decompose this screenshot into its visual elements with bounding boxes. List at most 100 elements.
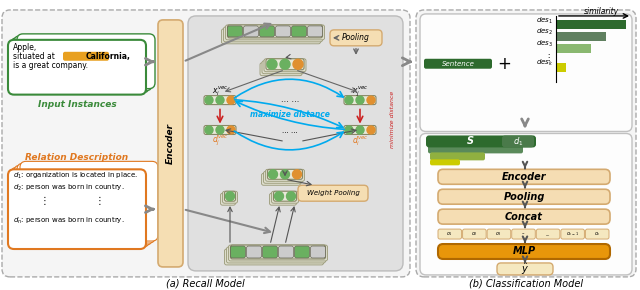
Circle shape [227, 126, 235, 134]
FancyBboxPatch shape [228, 245, 328, 261]
Text: maximize distance: maximize distance [250, 110, 330, 119]
Text: +: + [497, 55, 511, 73]
Circle shape [345, 96, 353, 104]
FancyBboxPatch shape [227, 25, 323, 38]
FancyBboxPatch shape [266, 169, 305, 181]
Text: $o_3$: $o_3$ [495, 230, 502, 238]
Text: MLP: MLP [513, 246, 536, 256]
Bar [556, 63, 566, 72]
FancyBboxPatch shape [225, 25, 324, 40]
FancyBboxPatch shape [428, 144, 523, 153]
Text: $d_i^{vec}$: $d_i^{vec}$ [351, 135, 369, 148]
FancyBboxPatch shape [430, 152, 485, 160]
FancyBboxPatch shape [259, 26, 275, 37]
Text: ... ...: ... ... [281, 95, 299, 104]
FancyBboxPatch shape [204, 126, 236, 135]
FancyBboxPatch shape [438, 189, 610, 204]
Text: similarity: similarity [584, 8, 619, 17]
FancyBboxPatch shape [14, 165, 152, 245]
Circle shape [205, 126, 213, 134]
Text: $o_k$: $o_k$ [594, 230, 601, 238]
FancyBboxPatch shape [8, 40, 146, 95]
FancyBboxPatch shape [246, 246, 262, 258]
Circle shape [280, 170, 289, 179]
FancyBboxPatch shape [225, 191, 236, 201]
Text: Weight Pooling: Weight Pooling [307, 190, 360, 196]
Text: Pooling: Pooling [503, 192, 545, 202]
FancyBboxPatch shape [223, 27, 323, 42]
FancyBboxPatch shape [230, 246, 246, 258]
Circle shape [275, 192, 284, 201]
FancyBboxPatch shape [264, 171, 303, 183]
Text: Apple,: Apple, [13, 43, 37, 52]
Circle shape [356, 96, 364, 104]
FancyBboxPatch shape [430, 160, 460, 165]
FancyBboxPatch shape [262, 61, 304, 74]
FancyBboxPatch shape [230, 245, 326, 259]
Text: $d_n$: person was born in country.: $d_n$: person was born in country. [13, 216, 125, 226]
FancyBboxPatch shape [271, 191, 298, 203]
FancyBboxPatch shape [221, 29, 321, 44]
FancyBboxPatch shape [330, 30, 382, 46]
FancyBboxPatch shape [17, 163, 155, 243]
FancyBboxPatch shape [420, 14, 632, 131]
Text: ⋮: ⋮ [95, 196, 105, 206]
FancyBboxPatch shape [438, 244, 610, 259]
Text: $d_j^{vec}$: $d_j^{vec}$ [212, 134, 228, 148]
Circle shape [227, 96, 235, 104]
Text: Relation Description: Relation Description [26, 153, 129, 162]
Text: $o_{k-1}$: $o_{k-1}$ [566, 230, 579, 238]
FancyBboxPatch shape [243, 26, 259, 37]
FancyBboxPatch shape [204, 96, 236, 105]
FancyBboxPatch shape [463, 229, 486, 239]
Text: is a great company.: is a great company. [13, 61, 88, 70]
Text: (b) Classification Model: (b) Classification Model [469, 279, 583, 289]
Circle shape [287, 192, 296, 201]
FancyBboxPatch shape [188, 16, 403, 271]
Circle shape [225, 192, 234, 201]
FancyBboxPatch shape [11, 167, 149, 247]
FancyBboxPatch shape [8, 169, 146, 249]
Text: ... ...: ... ... [282, 128, 298, 135]
Circle shape [280, 59, 290, 69]
FancyBboxPatch shape [63, 52, 109, 61]
FancyBboxPatch shape [262, 173, 301, 185]
Bar [556, 32, 606, 41]
Text: Pooling: Pooling [342, 33, 370, 42]
Text: --: -- [522, 232, 525, 237]
FancyBboxPatch shape [561, 229, 584, 239]
FancyBboxPatch shape [20, 161, 158, 241]
Circle shape [367, 126, 375, 134]
FancyBboxPatch shape [268, 169, 303, 179]
Text: $o_1$: $o_1$ [446, 230, 453, 238]
FancyBboxPatch shape [307, 26, 323, 37]
FancyBboxPatch shape [278, 246, 294, 258]
Text: $des_k$: $des_k$ [536, 58, 553, 68]
FancyBboxPatch shape [269, 193, 296, 205]
Circle shape [293, 59, 303, 69]
FancyBboxPatch shape [225, 249, 323, 265]
Circle shape [216, 96, 224, 104]
FancyBboxPatch shape [264, 59, 306, 72]
FancyBboxPatch shape [438, 209, 610, 224]
FancyBboxPatch shape [420, 133, 632, 275]
FancyBboxPatch shape [291, 26, 307, 37]
FancyBboxPatch shape [266, 59, 304, 70]
FancyBboxPatch shape [273, 191, 296, 201]
Text: ⋮: ⋮ [545, 53, 553, 62]
Text: $x_j^{vec}$: $x_j^{vec}$ [352, 85, 368, 99]
Text: Encoder: Encoder [502, 172, 547, 182]
FancyBboxPatch shape [298, 185, 368, 201]
FancyBboxPatch shape [424, 59, 492, 69]
FancyBboxPatch shape [438, 229, 461, 239]
Circle shape [356, 126, 364, 134]
Text: $des_1$: $des_1$ [536, 15, 553, 26]
Text: $des_2$: $des_2$ [536, 27, 553, 37]
FancyBboxPatch shape [227, 247, 326, 263]
Text: $o_2$: $o_2$ [471, 230, 477, 238]
FancyBboxPatch shape [487, 229, 511, 239]
FancyBboxPatch shape [14, 36, 152, 91]
FancyBboxPatch shape [294, 246, 310, 258]
Text: $\hat{y}$: $\hat{y}$ [521, 261, 529, 277]
Text: ...: ... [546, 232, 550, 237]
